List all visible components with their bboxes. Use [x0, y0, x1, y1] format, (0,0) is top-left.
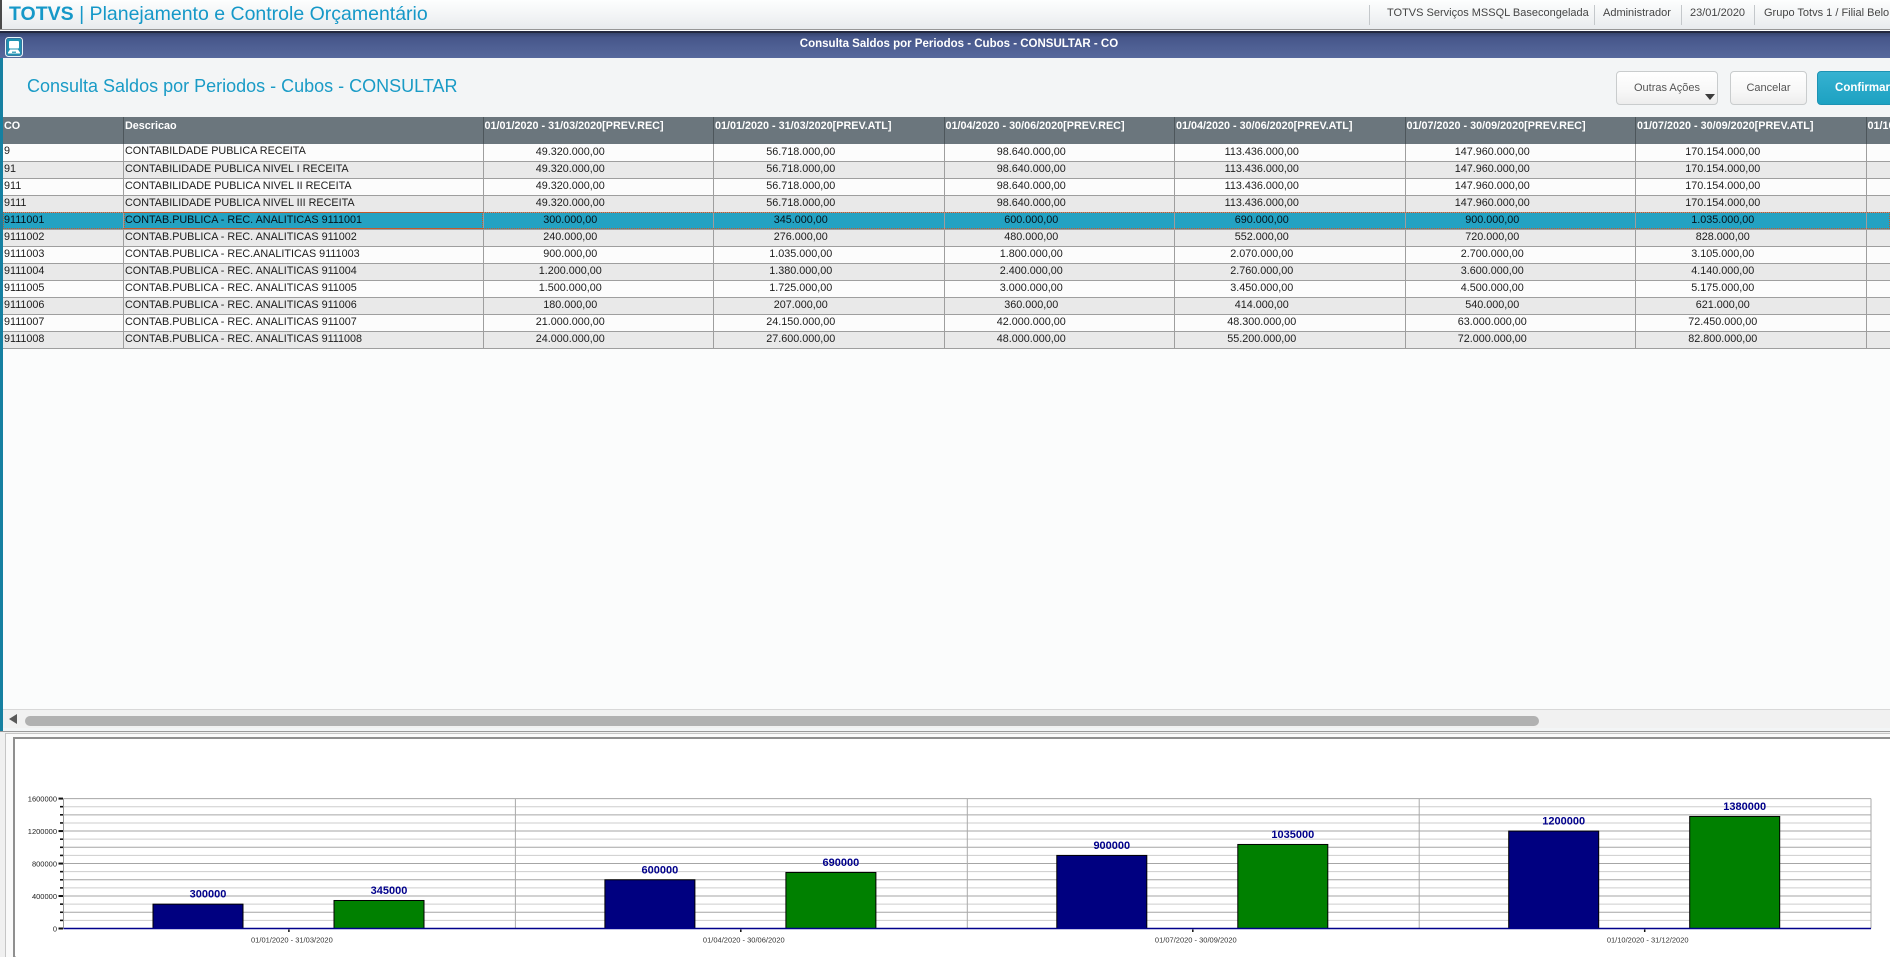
svg-text:1600000: 1600000: [28, 795, 57, 804]
svg-text:01/01/2020 - 31/03/2020: 01/01/2020 - 31/03/2020: [251, 936, 333, 945]
svg-text:01/07/2020 - 30/09/2020: 01/07/2020 - 30/09/2020: [1155, 936, 1237, 945]
svg-text:1200000: 1200000: [28, 827, 57, 836]
svg-text:01/04/2020 - 30/06/2020: 01/04/2020 - 30/06/2020: [703, 936, 785, 945]
svg-text:800000: 800000: [32, 860, 57, 869]
svg-text:400000: 400000: [32, 892, 57, 901]
svg-text:690000: 690000: [823, 857, 860, 869]
svg-text:1200000: 1200000: [1542, 816, 1585, 828]
svg-text:0: 0: [53, 925, 57, 934]
svg-text:345000: 345000: [371, 885, 408, 897]
svg-text:1380000: 1380000: [1723, 801, 1766, 813]
svg-text:900000: 900000: [1093, 840, 1130, 852]
svg-text:1035000: 1035000: [1271, 829, 1314, 841]
svg-text:600000: 600000: [642, 864, 679, 876]
svg-text:01/10/2020 - 31/12/2020: 01/10/2020 - 31/12/2020: [1607, 936, 1689, 945]
svg-text:300000: 300000: [190, 889, 227, 901]
